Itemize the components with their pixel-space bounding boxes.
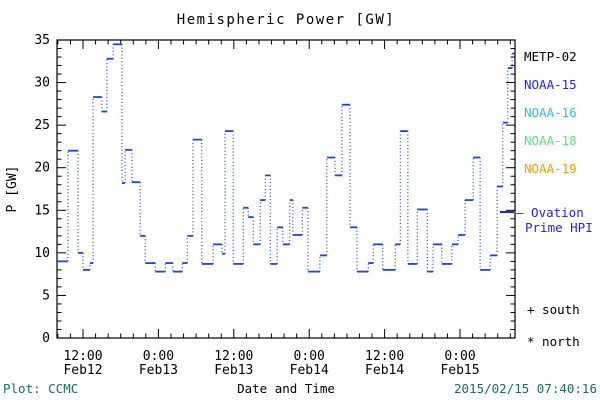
svg-text:Feb12: Feb12 (63, 363, 102, 378)
legend-item-noaa19: NOAA-19 (524, 161, 577, 176)
plot-source-label: Plot: CCMC (3, 381, 79, 396)
south-marker-label: + south (527, 302, 580, 317)
svg-text:P [GW]: P [GW] (5, 166, 20, 213)
chart-title: Hemispheric Power [GW] (176, 12, 396, 28)
svg-text:Feb14: Feb14 (365, 363, 404, 378)
ovation-legend-line2: Prime HPI (525, 220, 593, 235)
legend-item-noaa15: NOAA-15 (524, 77, 577, 92)
ovation-line-sample (500, 211, 514, 213)
svg-text:Feb14: Feb14 (290, 363, 329, 378)
svg-text:10: 10 (34, 246, 50, 261)
svg-text:0:00: 0:00 (143, 349, 174, 364)
svg-text:30: 30 (34, 76, 50, 91)
x-axis-title: Date and Time (237, 381, 335, 396)
ovation-legend-line1: — Ovation (516, 205, 584, 220)
svg-text:0:00: 0:00 (294, 349, 325, 364)
legend-item-metp02: METP-02 (524, 49, 577, 64)
svg-text:12:00: 12:00 (365, 349, 404, 364)
ovation-legend: — Ovation Prime HPI (516, 205, 593, 235)
svg-text:Feb13: Feb13 (214, 363, 253, 378)
svg-text:5: 5 (42, 288, 50, 303)
svg-text:0:00: 0:00 (444, 349, 475, 364)
svg-text:Feb15: Feb15 (440, 363, 479, 378)
svg-text:Feb13: Feb13 (139, 363, 178, 378)
plot-timestamp: 2015/02/15 07:40:16 (454, 381, 597, 396)
svg-text:15: 15 (34, 203, 50, 218)
svg-text:25: 25 (34, 118, 50, 133)
svg-text:0: 0 (42, 331, 50, 346)
legend-item-noaa16: NOAA-16 (524, 105, 577, 120)
svg-text:35: 35 (34, 33, 50, 48)
svg-text:20: 20 (34, 161, 50, 176)
north-marker-label: * north (527, 334, 580, 349)
legend-item-noaa18: NOAA-18 (524, 133, 577, 148)
svg-text:12:00: 12:00 (63, 349, 102, 364)
satellite-legend: METP-02 NOAA-15 NOAA-16 NOAA-18 NOAA-19 (524, 50, 577, 190)
svg-text:12:00: 12:00 (214, 349, 253, 364)
